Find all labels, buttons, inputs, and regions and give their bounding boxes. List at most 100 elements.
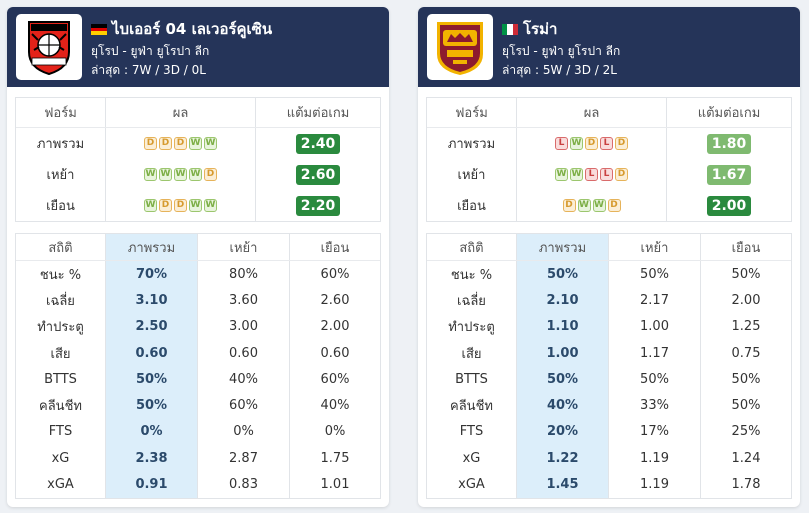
result-badge[interactable]: D	[615, 168, 628, 181]
stat-label: ทำประตู	[16, 313, 106, 340]
stat-home-value: 1.19	[609, 445, 701, 472]
result-badge[interactable]: W	[592, 199, 606, 212]
stat-overall-value: 0.91	[106, 471, 198, 498]
stat-label: เสีย	[427, 339, 517, 367]
overall-col-header[interactable]: ภาพรวม	[106, 234, 198, 260]
result-badge[interactable]: D	[159, 199, 172, 212]
form-col-header: ฟอร์ม	[427, 98, 517, 127]
stat-overall-value: 0%	[106, 418, 198, 446]
stats-row: เฉลี่ย 2.10 2.17 2.00	[427, 287, 791, 314]
result-badge[interactable]: D	[585, 137, 598, 150]
result-badge[interactable]: W	[144, 168, 157, 181]
italy-flag-icon	[502, 23, 518, 35]
stats-header-row: สถิติ ภาพรวม เหย้า เยือน	[16, 234, 380, 261]
form-row-label: เหย้า	[427, 159, 517, 190]
result-badge[interactable]: W	[577, 199, 591, 212]
home-col-header[interactable]: เหย้า	[198, 234, 290, 260]
stat-label: ชนะ %	[16, 261, 106, 288]
stat-overall-value: 1.45	[517, 471, 609, 498]
ppg-cell: 2.20	[256, 190, 380, 221]
result-badge[interactable]: D	[615, 137, 628, 150]
result-badge[interactable]: D	[607, 199, 621, 212]
stat-away-value: 50%	[731, 371, 761, 387]
stat-away-value: 0.75	[731, 345, 761, 361]
team-header: โรม่า ยุโรป - ยูฟ่า ยูโรปา ลีก ล่าสุด : …	[418, 7, 800, 87]
team-name[interactable]: ไบเออร์ 04 เลเวอร์คูเซิน	[112, 20, 273, 38]
team-logo[interactable]	[427, 14, 493, 80]
stat-away-value: 50%	[731, 266, 761, 282]
result-badge[interactable]: W	[570, 168, 583, 181]
result-badge[interactable]: W	[159, 168, 172, 181]
result-badge[interactable]: W	[189, 199, 202, 212]
stat-away-value: 1.01	[320, 477, 350, 493]
stat-home-value: 2.87	[198, 445, 290, 472]
stat-overall-value: 70%	[106, 261, 198, 288]
stat-overall-value: 1.22	[517, 445, 609, 472]
form-row: ภาพรวม L W D L D 1.80	[427, 128, 791, 159]
stat-label: xGA	[16, 471, 106, 498]
ppg-cell: 2.40	[256, 128, 380, 159]
away-col-header[interactable]: เยือน	[320, 240, 350, 256]
ppg-cell: 1.67	[667, 159, 791, 190]
result-badge[interactable]: D	[159, 137, 172, 150]
result-badge[interactable]: D	[562, 199, 576, 212]
result-badge[interactable]: L	[555, 137, 568, 150]
result-badge[interactable]: W	[174, 168, 187, 181]
stat-away-value: 25%	[731, 424, 761, 440]
stat-label: xGA	[427, 471, 517, 498]
result-badge[interactable]: W	[204, 199, 217, 212]
result-badge[interactable]: L	[600, 137, 613, 150]
result-badge[interactable]: D	[174, 199, 187, 212]
result-badge[interactable]: W	[204, 137, 217, 150]
stat-away-value: 60%	[320, 371, 350, 387]
stats-table: สถิติ ภาพรวม เหย้า เยือน ชนะ % 50% 50% 50% เ…	[426, 233, 792, 499]
last-record: ล่าสุด : 5W / 3D / 2L	[502, 63, 617, 77]
result-badge[interactable]: L	[585, 168, 598, 181]
stats-row: BTTS 50% 40% 60%	[16, 366, 380, 393]
stat-overall-value: 2.50	[106, 313, 198, 340]
result-badge[interactable]: W	[189, 137, 202, 150]
result-badge[interactable]: L	[600, 168, 613, 181]
result-badge[interactable]: W	[570, 137, 583, 150]
stats-row: ชนะ % 50% 50% 50%	[427, 261, 791, 288]
result-badge[interactable]: D	[174, 137, 187, 150]
form-row: เหย้า W W W W D 2.60	[16, 159, 380, 190]
ppg-col-header: แต้มต่อเกม	[697, 106, 761, 121]
stats-row: BTTS 50% 50% 50%	[427, 366, 791, 393]
ppg-badge: 2.00	[706, 195, 752, 216]
stats-row: xGA 0.91 0.83 1.01	[16, 471, 380, 498]
stat-overall-value: 20%	[517, 418, 609, 446]
team-logo[interactable]	[16, 14, 82, 80]
team-name[interactable]: โรม่า	[523, 20, 558, 38]
result-badge[interactable]: W	[189, 168, 202, 181]
result-col-header: ผล	[517, 98, 667, 127]
result-badge[interactable]: D	[204, 168, 217, 181]
stat-away-value: 1.75	[320, 450, 350, 466]
result-badge[interactable]: D	[144, 137, 157, 150]
stat-label: xG	[16, 445, 106, 472]
result-badge[interactable]: W	[555, 168, 568, 181]
stat-label: FTS	[16, 418, 106, 446]
form-table: ฟอร์ม ผล แต้มต่อเกม ภาพรวม L W D L D 1.80 เหย้า…	[426, 97, 792, 222]
overall-col-header[interactable]: ภาพรวม	[517, 234, 609, 260]
form-row-label: ภาพรวม	[16, 128, 106, 159]
league-name: ยุโรป - ยูฟ่า ยูโรปา ลีก	[91, 44, 210, 58]
stat-label: เสีย	[16, 339, 106, 367]
stat-overall-value: 3.10	[106, 287, 198, 314]
stat-label: ชนะ %	[427, 261, 517, 288]
away-col-header[interactable]: เยือน	[731, 240, 761, 256]
stat-home-value: 3.00	[198, 313, 290, 340]
stat-label: เฉลี่ย	[16, 287, 106, 314]
stat-away-value: 1.25	[731, 319, 761, 335]
stat-away-value: 60%	[320, 266, 350, 282]
result-badge[interactable]: W	[144, 199, 157, 212]
stat-overall-value: 50%	[106, 392, 198, 419]
home-col-header[interactable]: เหย้า	[609, 234, 701, 260]
stat-home-value: 80%	[198, 261, 290, 288]
stats-row: เสีย 1.00 1.17 0.75	[427, 339, 791, 367]
stat-col-header: สถิติ	[16, 234, 106, 260]
